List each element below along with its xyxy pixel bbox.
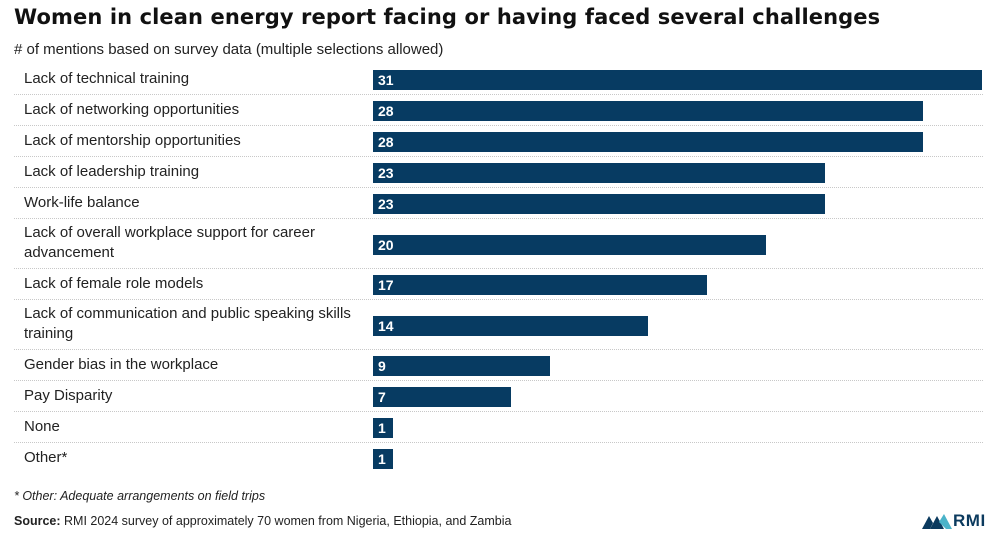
bar-row: Lack of mentorship opportunities 28 bbox=[14, 126, 983, 157]
rmi-mountain-icon bbox=[922, 514, 952, 529]
bar-row: Lack of leadership training 23 bbox=[14, 157, 983, 188]
bar: 17 bbox=[373, 275, 707, 295]
bar-row: None 1 bbox=[14, 412, 983, 443]
chart-subtitle: # of mentions based on survey data (mult… bbox=[14, 41, 444, 58]
bar-row: Work-life balance 23 bbox=[14, 188, 983, 219]
bar: 1 bbox=[373, 449, 393, 469]
rmi-logo: RMI bbox=[922, 511, 986, 531]
bar: 1 bbox=[373, 418, 393, 438]
category-label: Lack of overall workplace support for ca… bbox=[24, 224, 315, 261]
bar-row: Gender bias in the workplace 9 bbox=[14, 350, 983, 381]
bar-row: Other* 1 bbox=[14, 443, 983, 474]
category-label: Lack of technical training bbox=[24, 70, 190, 87]
bar: 23 bbox=[373, 163, 825, 183]
chart-title: Women in clean energy report facing or h… bbox=[14, 5, 881, 29]
data-label: 20 bbox=[378, 236, 394, 253]
source-label: Source: bbox=[14, 514, 61, 528]
bar: 28 bbox=[373, 101, 924, 121]
bar: 28 bbox=[373, 132, 924, 152]
category-label: Lack of female role models bbox=[24, 275, 204, 292]
data-label: 1 bbox=[378, 420, 386, 436]
category-label: None bbox=[24, 418, 60, 435]
category-label: Gender bias in the workplace bbox=[24, 356, 219, 373]
bar: 31 bbox=[373, 70, 982, 90]
category-label: Work-life balance bbox=[24, 194, 140, 211]
bar: 9 bbox=[373, 356, 550, 376]
category-label: Lack of mentorship opportunities bbox=[24, 132, 241, 149]
category-label: Other* bbox=[24, 449, 68, 466]
bar: 14 bbox=[373, 315, 649, 336]
data-label: 23 bbox=[378, 196, 394, 212]
bar-row: Lack of technical training 31 bbox=[14, 64, 983, 95]
data-label: 17 bbox=[378, 277, 394, 293]
bar-row: Lack of communication and public speakin… bbox=[14, 300, 983, 350]
source-note: Source: RMI 2024 survey of approximately… bbox=[14, 514, 511, 528]
bar-row: Lack of female role models 17 bbox=[14, 269, 983, 300]
logo-text: RMI bbox=[953, 511, 986, 530]
data-label: 28 bbox=[378, 103, 394, 119]
bar: 7 bbox=[373, 387, 511, 407]
source-text: RMI 2024 survey of approximately 70 wome… bbox=[60, 514, 512, 528]
category-label: Lack of communication and public speakin… bbox=[24, 305, 351, 342]
category-label: Pay Disparity bbox=[24, 387, 113, 404]
footnote: * Other: Adequate arrangements on field … bbox=[14, 489, 266, 503]
bar: 23 bbox=[373, 194, 825, 214]
data-label: 1 bbox=[378, 451, 386, 467]
data-label: 31 bbox=[378, 72, 394, 88]
data-label: 14 bbox=[378, 317, 394, 334]
bar-row: Lack of overall workplace support for ca… bbox=[14, 219, 983, 269]
bar: 20 bbox=[373, 234, 766, 255]
category-label: Lack of networking opportunities bbox=[24, 101, 240, 118]
category-label: Lack of leadership training bbox=[24, 163, 200, 180]
data-label: 28 bbox=[378, 134, 394, 150]
bar-row: Pay Disparity 7 bbox=[14, 381, 983, 412]
bar-row: Lack of networking opportunities 28 bbox=[14, 95, 983, 126]
data-label: 23 bbox=[378, 165, 394, 181]
data-label: 7 bbox=[378, 389, 386, 405]
data-label: 9 bbox=[378, 358, 386, 374]
